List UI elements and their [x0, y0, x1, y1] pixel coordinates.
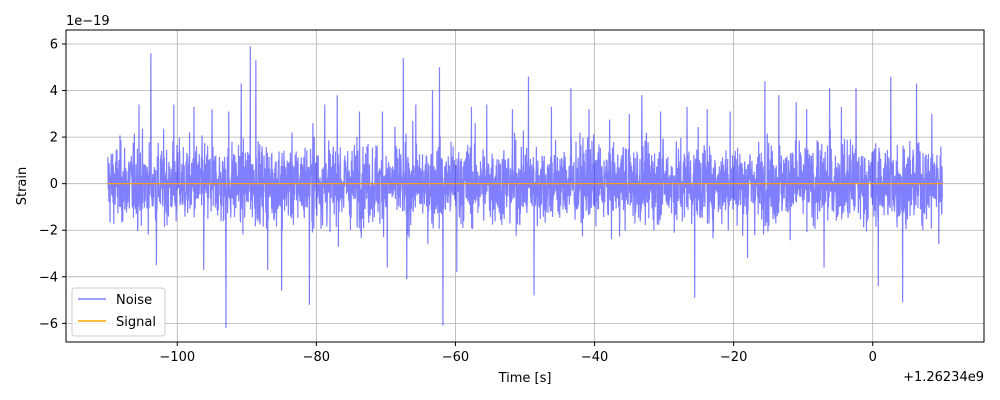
y-tick-label: −6 — [39, 317, 58, 332]
y-tick-label: 4 — [50, 84, 58, 99]
y-tick-label: −4 — [39, 270, 58, 285]
legend-box — [71, 287, 166, 337]
x-tick-label: −80 — [303, 350, 330, 365]
series-layer — [107, 46, 943, 329]
y-scale-label: 1e−19 — [66, 14, 110, 29]
legend-noise-label: Noise — [116, 293, 152, 308]
x-tick-label: −100 — [159, 350, 195, 365]
y-tick-label: 2 — [50, 131, 58, 146]
legend-signal-label: Signal — [116, 315, 156, 330]
y-ticks: −6 −4 −2 0 2 4 6 — [39, 37, 66, 332]
legend: Noise Signal — [71, 287, 166, 337]
x-tick-label: −20 — [720, 350, 747, 365]
y-tick-label: −2 — [39, 224, 58, 239]
y-tick-label: 0 — [50, 177, 58, 192]
x-ticks: −100 −80 −60 −40 −20 0 — [159, 342, 877, 365]
noise-series-group — [107, 46, 943, 329]
x-offset-label: +1.26234e9 — [903, 370, 984, 385]
noise-series-line — [107, 46, 943, 329]
x-tick-label: 0 — [869, 350, 877, 365]
y-axis-title: Strain — [15, 167, 30, 206]
y-tick-label: 6 — [50, 37, 58, 52]
plot-frame — [65, 29, 985, 343]
x-tick-label: −40 — [581, 350, 608, 365]
x-axis-title: Time [s] — [498, 371, 552, 386]
x-tick-label: −60 — [442, 350, 469, 365]
